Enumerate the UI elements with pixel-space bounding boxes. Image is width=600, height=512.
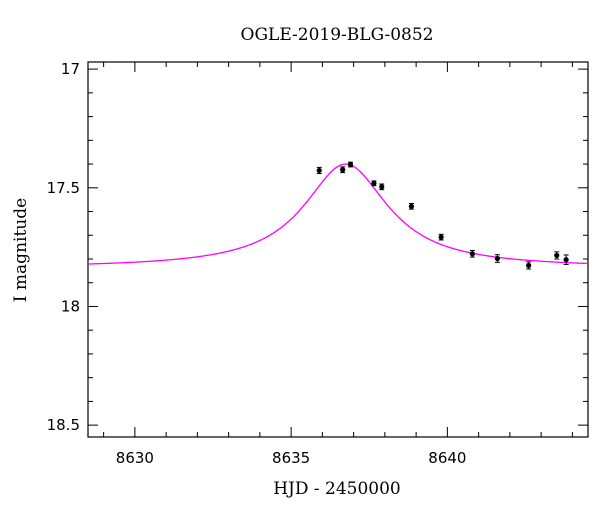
axis-ticks (88, 62, 588, 437)
y-tick-labels: 17 17.5 18 18.5 (47, 60, 80, 434)
data-point (494, 254, 500, 263)
chart-title: OGLE-2019-BLG-0852 (241, 25, 434, 45)
y-tick-label: 18 (61, 297, 80, 315)
y-tick-label: 17.5 (47, 179, 80, 197)
x-axis-label: HJD - 2450000 (273, 479, 401, 499)
x-tick-label: 8635 (272, 449, 310, 467)
data-point (371, 180, 377, 187)
data-points (316, 161, 569, 270)
data-point (526, 261, 532, 270)
y-tick-label: 18.5 (47, 416, 80, 434)
data-point (554, 251, 560, 260)
plot-border (87, 61, 589, 438)
data-point (340, 166, 346, 174)
data-point (438, 233, 444, 241)
plot-frame (87, 61, 589, 438)
data-point (379, 183, 385, 191)
data-point (347, 161, 354, 168)
data-point (316, 166, 322, 175)
y-axis-label: I magnitude (11, 198, 31, 302)
x-tick-label: 8630 (116, 449, 154, 467)
data-point (563, 254, 569, 265)
data-point (469, 249, 475, 258)
data-point (408, 202, 415, 210)
model-curve-line (88, 163, 588, 265)
x-tick-label: 8640 (428, 449, 466, 467)
x-tick-labels: 8630 8635 8640 (116, 449, 467, 467)
y-tick-label: 17 (61, 60, 80, 78)
